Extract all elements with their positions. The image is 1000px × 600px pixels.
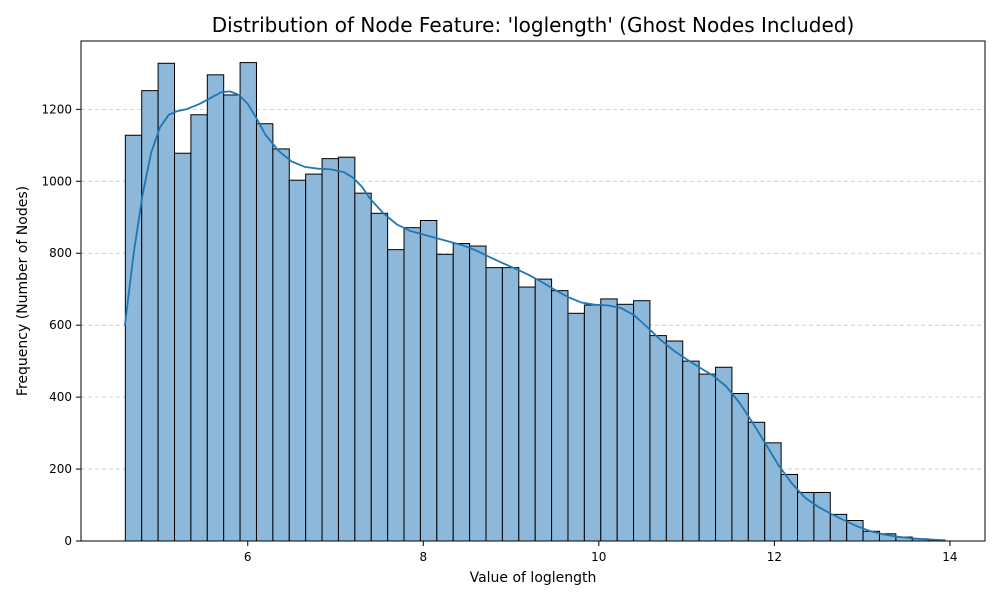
x-tick-label: 12 [767, 550, 782, 564]
histogram-bar [469, 245, 487, 542]
histogram-bar [731, 393, 749, 542]
histogram-bar [223, 94, 241, 542]
histogram-bar [255, 123, 274, 542]
histogram-bar [239, 62, 257, 542]
histogram-bar [305, 173, 323, 542]
histogram-bar [288, 179, 307, 542]
histogram-bar [174, 152, 192, 542]
histogram-bar [387, 249, 405, 542]
histogram-bar [813, 491, 831, 542]
histogram-bar [272, 148, 290, 542]
histogram-bar [797, 491, 815, 542]
histogram-bar [600, 298, 618, 542]
x-tick-label: 6 [244, 550, 252, 564]
histogram-bar [682, 360, 700, 542]
histogram-bar [649, 335, 667, 542]
y-tick-label: 800 [49, 246, 72, 260]
histogram-bar [501, 267, 520, 542]
histogram-bar [157, 62, 176, 542]
histogram-bar [124, 134, 143, 542]
histogram-bar [780, 473, 799, 542]
histogram-bars [124, 62, 946, 542]
x-tick-label: 10 [591, 550, 606, 564]
plot-frame [80, 40, 986, 542]
histogram-bar [337, 156, 356, 542]
kde-curve [124, 90, 946, 542]
histogram-bar [534, 278, 553, 542]
y-tick-label: 0 [64, 534, 72, 548]
y-tick-label: 1000 [41, 174, 72, 188]
histogram-bar [452, 243, 471, 542]
histogram-bar [567, 312, 585, 542]
histogram-bar [485, 267, 503, 542]
histogram-bar [419, 219, 438, 542]
histogram-bar [206, 74, 225, 542]
x-axis-ticks: 6 8 10 12 14 [244, 541, 958, 564]
histogram-bar [403, 227, 421, 542]
y-axis-ticks: 0 200 400 600 800 1000 1200 [41, 102, 81, 548]
chart-title: Distribution of Node Feature: 'loglength… [212, 13, 855, 37]
histogram-bar [551, 290, 569, 542]
histogram-bar [715, 366, 733, 542]
histogram-bar [354, 192, 372, 542]
y-tick-label: 200 [49, 462, 72, 476]
y-tick-label: 400 [49, 390, 72, 404]
histogram-bar [665, 340, 684, 542]
y-tick-label: 1200 [41, 102, 72, 116]
histogram-bar [616, 303, 635, 542]
y-axis-label: Frequency (Number of Nodes) [15, 186, 31, 396]
histogram-bar [583, 304, 602, 542]
histogram-bar [190, 114, 208, 542]
x-tick-label: 14 [942, 550, 957, 564]
histogram-bar [698, 373, 717, 542]
histogram-bar [436, 253, 454, 542]
histogram-bar [321, 158, 339, 542]
kde-line [124, 90, 946, 542]
x-axis-label: Value of loglength [470, 570, 597, 586]
histogram-bar [370, 212, 389, 542]
histogram-bar [633, 300, 651, 542]
x-tick-label: 8 [419, 550, 427, 564]
histogram-bar [518, 286, 536, 542]
y-tick-label: 600 [49, 318, 72, 332]
